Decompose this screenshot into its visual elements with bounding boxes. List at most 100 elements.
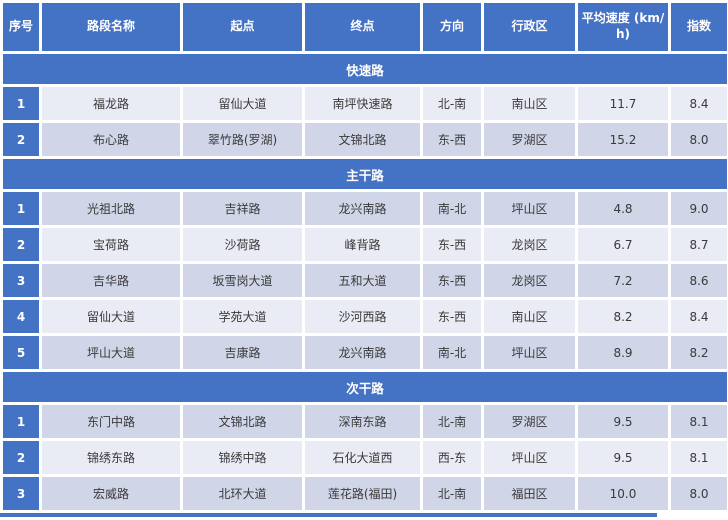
row-number-cell: 5 [3, 336, 39, 369]
direction-cell: 北-南 [423, 477, 481, 510]
table-row: 2 锦绣东路 锦绣中路 石化大道西 西-东 坪山区 9.5 8.1 [3, 441, 727, 474]
table-header-row: 序号 路段名称 起点 终点 方向 行政区 平均速度 (km/h) 指数 [3, 3, 727, 51]
index-cell: 8.2 [671, 336, 727, 369]
end-point-cell: 峰背路 [305, 228, 420, 261]
row-number-cell: 2 [3, 123, 39, 156]
avg-speed-cell: 7.2 [578, 264, 668, 297]
section-title: 次干路 [3, 372, 727, 402]
avg-speed-cell: 8.9 [578, 336, 668, 369]
avg-speed-cell: 9.5 [578, 405, 668, 438]
district-cell: 罗湖区 [484, 123, 575, 156]
section-title: 主干路 [3, 159, 727, 189]
end-point-cell: 南坪快速路 [305, 87, 420, 120]
road-name-cell: 锦绣东路 [42, 441, 180, 474]
header-cell-speed: 平均速度 (km/h) [578, 3, 668, 51]
direction-cell: 南-北 [423, 192, 481, 225]
road-name-cell: 东门中路 [42, 405, 180, 438]
end-point-cell: 沙河西路 [305, 300, 420, 333]
avg-speed-cell: 11.7 [578, 87, 668, 120]
district-cell: 福田区 [484, 477, 575, 510]
section-title: 快速路 [3, 54, 727, 84]
index-cell: 8.4 [671, 87, 727, 120]
road-name-cell: 布心路 [42, 123, 180, 156]
start-point-cell: 学苑大道 [183, 300, 302, 333]
end-point-cell: 龙兴南路 [305, 336, 420, 369]
header-cell-end: 终点 [305, 3, 420, 51]
row-number-cell: 2 [3, 441, 39, 474]
section-header-expressway: 快速路 [3, 54, 727, 84]
table-row: 3 宏威路 北环大道 莲花路(福田) 北-南 福田区 10.0 8.0 [3, 477, 727, 510]
start-point-cell: 翠竹路(罗湖) [183, 123, 302, 156]
end-point-cell: 莲花路(福田) [305, 477, 420, 510]
direction-cell: 北-南 [423, 87, 481, 120]
start-point-cell: 北环大道 [183, 477, 302, 510]
index-cell: 8.1 [671, 405, 727, 438]
index-cell: 8.6 [671, 264, 727, 297]
header-cell-dir: 方向 [423, 3, 481, 51]
district-cell: 坪山区 [484, 192, 575, 225]
header-cell-no: 序号 [3, 3, 39, 51]
start-point-cell: 吉祥路 [183, 192, 302, 225]
end-point-cell: 五和大道 [305, 264, 420, 297]
avg-speed-cell: 9.5 [578, 441, 668, 474]
avg-speed-cell: 10.0 [578, 477, 668, 510]
header-cell-start: 起点 [183, 3, 302, 51]
table-row: 1 东门中路 文锦北路 深南东路 北-南 罗湖区 9.5 8.1 [3, 405, 727, 438]
road-name-cell: 坪山大道 [42, 336, 180, 369]
district-cell: 龙岗区 [484, 264, 575, 297]
index-cell: 8.1 [671, 441, 727, 474]
district-cell: 南山区 [484, 300, 575, 333]
section-header-secondary: 次干路 [3, 372, 727, 402]
start-point-cell: 锦绣中路 [183, 441, 302, 474]
road-name-cell: 光祖北路 [42, 192, 180, 225]
table-row: 5 坪山大道 吉康路 龙兴南路 南-北 坪山区 8.9 8.2 [3, 336, 727, 369]
direction-cell: 东-西 [423, 264, 481, 297]
row-number-cell: 3 [3, 477, 39, 510]
end-point-cell: 深南东路 [305, 405, 420, 438]
index-cell: 8.0 [671, 123, 727, 156]
header-cell-index: 指数 [671, 3, 727, 51]
avg-speed-cell: 6.7 [578, 228, 668, 261]
district-cell: 罗湖区 [484, 405, 575, 438]
direction-cell: 西-东 [423, 441, 481, 474]
road-name-cell: 宝荷路 [42, 228, 180, 261]
district-cell: 龙岗区 [484, 228, 575, 261]
start-point-cell: 文锦北路 [183, 405, 302, 438]
road-name-cell: 福龙路 [42, 87, 180, 120]
direction-cell: 东-西 [423, 300, 481, 333]
direction-cell: 东-西 [423, 123, 481, 156]
index-cell: 9.0 [671, 192, 727, 225]
avg-speed-cell: 8.2 [578, 300, 668, 333]
section-header-arterial: 主干路 [3, 159, 727, 189]
direction-cell: 北-南 [423, 405, 481, 438]
avg-speed-cell: 4.8 [578, 192, 668, 225]
table-row: 2 布心路 翠竹路(罗湖) 文锦北路 东-西 罗湖区 15.2 8.0 [3, 123, 727, 156]
direction-cell: 南-北 [423, 336, 481, 369]
end-point-cell: 石化大道西 [305, 441, 420, 474]
district-cell: 坪山区 [484, 336, 575, 369]
table-row: 1 光祖北路 吉祥路 龙兴南路 南-北 坪山区 4.8 9.0 [3, 192, 727, 225]
start-point-cell: 留仙大道 [183, 87, 302, 120]
row-number-cell: 3 [3, 264, 39, 297]
header-cell-district: 行政区 [484, 3, 575, 51]
table-bottom-border [0, 513, 657, 517]
row-number-cell: 2 [3, 228, 39, 261]
end-point-cell: 文锦北路 [305, 123, 420, 156]
start-point-cell: 吉康路 [183, 336, 302, 369]
road-name-cell: 宏威路 [42, 477, 180, 510]
table-row: 1 福龙路 留仙大道 南坪快速路 北-南 南山区 11.7 8.4 [3, 87, 727, 120]
index-cell: 8.4 [671, 300, 727, 333]
index-cell: 8.7 [671, 228, 727, 261]
table-row: 2 宝荷路 沙荷路 峰背路 东-西 龙岗区 6.7 8.7 [3, 228, 727, 261]
row-number-cell: 1 [3, 87, 39, 120]
table-row: 4 留仙大道 学苑大道 沙河西路 东-西 南山区 8.2 8.4 [3, 300, 727, 333]
direction-cell: 东-西 [423, 228, 481, 261]
row-number-cell: 1 [3, 192, 39, 225]
row-number-cell: 1 [3, 405, 39, 438]
road-name-cell: 留仙大道 [42, 300, 180, 333]
road-name-cell: 吉华路 [42, 264, 180, 297]
start-point-cell: 坂雪岗大道 [183, 264, 302, 297]
end-point-cell: 龙兴南路 [305, 192, 420, 225]
